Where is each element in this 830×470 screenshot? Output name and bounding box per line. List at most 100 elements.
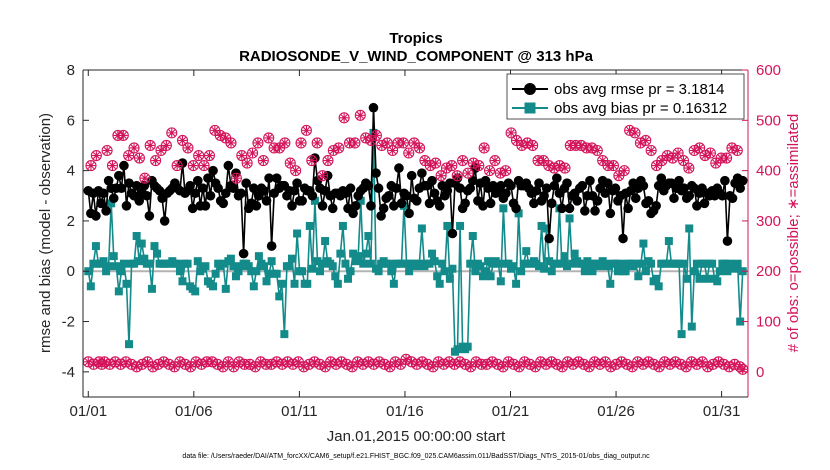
- rmse-point: [580, 206, 590, 216]
- assimilated-point: [218, 362, 228, 372]
- assimilated-point: [417, 357, 427, 367]
- rmse-point: [271, 173, 282, 183]
- bias-point: [641, 267, 650, 276]
- rmse-point: [630, 193, 641, 204]
- rmse-series: [83, 102, 748, 259]
- assimilated-point: [439, 359, 449, 369]
- assimilated-point: [245, 359, 255, 369]
- bias-point: [114, 287, 123, 296]
- rmse-point: [529, 198, 539, 209]
- rmse-point: [605, 208, 616, 219]
- assimilated-point: [188, 161, 198, 170]
- assimilated-point: [137, 359, 147, 369]
- bias-point: [440, 267, 449, 276]
- rmse-point: [717, 190, 728, 201]
- bias-point: [150, 242, 159, 251]
- assimilated-point: [592, 146, 602, 155]
- bias-point: [107, 199, 116, 208]
- left-axis-label: rmse and bias (model - observation): [37, 113, 54, 353]
- possible-point: [478, 142, 490, 154]
- assimilated-point: [296, 138, 306, 148]
- rmse-point: [345, 183, 356, 194]
- possible-point: [462, 167, 474, 179]
- bias-point: [496, 277, 505, 286]
- bias-point: [102, 267, 111, 276]
- possible-point: [387, 144, 399, 157]
- possible-point: [295, 137, 307, 149]
- bias-point: [613, 267, 622, 276]
- bias-point: [313, 257, 322, 266]
- rmse-point: [142, 190, 152, 201]
- assimilated-point: [668, 153, 678, 163]
- bias-point: [565, 214, 574, 223]
- rmse-point: [534, 178, 544, 188]
- bias-point: [504, 259, 513, 268]
- possible-point: [311, 137, 323, 149]
- assimilated-point: [625, 125, 635, 135]
- rmse-point: [427, 175, 437, 186]
- assimilated-point: [310, 357, 319, 367]
- assimilated-point: [595, 359, 605, 369]
- possible-point: [144, 139, 156, 152]
- bias-point: [692, 259, 701, 268]
- bias-point: [86, 282, 95, 291]
- rmse-point: [192, 175, 203, 186]
- possible-point: [284, 157, 296, 169]
- bias-point: [448, 264, 457, 273]
- bias-point: [351, 257, 360, 266]
- assimilated-point: [390, 357, 400, 367]
- possible-point: [300, 124, 312, 136]
- assimilated-point: [237, 151, 247, 160]
- rmse-point: [101, 206, 111, 216]
- rmse-point: [602, 178, 613, 188]
- possible-point: [150, 155, 162, 167]
- assimilated-point: [293, 357, 303, 367]
- bias-point: [262, 277, 271, 286]
- assimilated-point: [528, 141, 538, 150]
- assimilated-point: [143, 357, 152, 367]
- assimilated-point: [140, 173, 150, 183]
- possible-point: [672, 147, 684, 159]
- assimilated-point: [614, 171, 624, 181]
- bias-point: [226, 254, 235, 263]
- assimilated-point: [638, 359, 648, 369]
- left-tick-label: 2: [67, 213, 75, 230]
- possible-point: [90, 149, 102, 162]
- bias-point: [466, 259, 475, 268]
- rmse-point: [187, 203, 198, 214]
- assimilated-point: [560, 163, 570, 173]
- assimilated-point: [350, 138, 360, 148]
- assimilated-point: [485, 166, 494, 176]
- bias-point: [715, 267, 724, 276]
- assimilated-point: [660, 357, 670, 367]
- assimilated-point: [471, 357, 481, 367]
- rmse-point: [154, 185, 165, 196]
- rmse-point: [190, 188, 201, 199]
- assimilated-point: [196, 359, 206, 369]
- assimilated-point: [167, 128, 177, 138]
- bias-point: [308, 264, 317, 273]
- x-axis-label: Jan.01,2015 00:00:00 start: [327, 428, 506, 445]
- assimilated-point: [121, 357, 131, 367]
- assimilated-point: [695, 143, 705, 153]
- assimilated-point: [493, 359, 503, 369]
- bias-point: [234, 267, 243, 276]
- assimilated-point: [724, 362, 734, 372]
- rmse-point: [623, 203, 633, 214]
- bias-point: [280, 330, 289, 339]
- assimilated-point: [420, 156, 430, 165]
- possible-point: [187, 160, 199, 172]
- possible-point: [279, 137, 291, 149]
- bias-point: [290, 279, 299, 288]
- assimilated-point: [226, 138, 236, 148]
- assimilated-point: [576, 141, 586, 150]
- assimilated-point: [248, 148, 257, 158]
- bias-point: [636, 259, 645, 268]
- rmse-point: [259, 185, 269, 196]
- assimilated-point: [382, 138, 392, 148]
- chart-title: Tropics: [389, 30, 442, 47]
- possible-point: [139, 172, 151, 184]
- assimilated-point: [229, 362, 239, 372]
- bias-point: [733, 259, 742, 268]
- bias-point: [389, 279, 398, 288]
